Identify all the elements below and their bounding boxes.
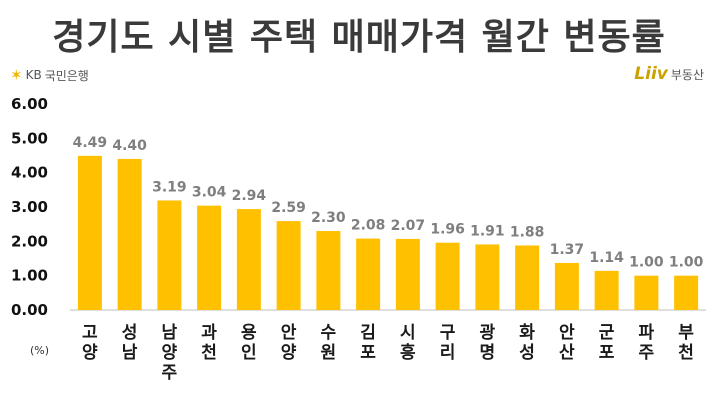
data-label: 4.49 [73,135,108,151]
bar [157,200,182,310]
data-label: 2.08 [351,218,386,234]
bar [554,262,579,310]
y-tick-label: 0.00 [11,301,48,319]
bar [475,244,500,310]
chart-title: 경기도 시별 주택 매매가격 월간 변동률 [52,17,666,58]
liiv-logo: Liiv 부동산 [634,64,704,84]
y-tick-label: 6.00 [11,95,48,113]
bar [197,205,222,310]
y-tick-label: 4.00 [11,164,48,182]
data-label: 4.40 [112,138,147,154]
bar [435,242,460,310]
liiv-brand: Liiv [634,64,668,84]
data-label: 2.30 [311,210,346,226]
data-label: 1.88 [510,224,545,240]
kb-logo: ✶ KB 국민은행 [10,66,89,84]
bar [236,209,261,310]
data-label: 1.14 [589,250,624,266]
y-tick-label: 5.00 [11,129,48,147]
kb-brand: KB [25,68,42,82]
bar [356,238,381,310]
kb-star-icon: ✶ [10,66,23,84]
y-tick-label: 2.00 [11,232,48,250]
liiv-text: 부동산 [670,68,704,82]
data-label: 1.00 [629,255,664,271]
bar [77,155,102,310]
kb-bank-name: 국민은행 [44,68,89,83]
data-label: 3.04 [192,185,227,201]
bar [594,270,619,310]
bar [316,231,341,310]
data-label: 2.07 [391,218,426,234]
data-label: 2.94 [232,188,267,204]
data-label: 1.00 [669,255,704,271]
y-tick-label: 3.00 [11,198,48,216]
unit-label: (%) [30,344,50,357]
bar [634,275,659,310]
data-label: 3.19 [152,179,187,195]
bar [395,238,420,310]
bar [117,158,142,310]
data-label: 2.59 [271,200,306,216]
data-label: 1.96 [430,222,465,238]
bar [276,221,301,310]
bar [515,245,540,310]
data-label: 1.37 [550,242,585,258]
bar [674,275,699,310]
y-tick-label: 1.00 [11,267,48,285]
data-label: 1.91 [470,223,505,239]
